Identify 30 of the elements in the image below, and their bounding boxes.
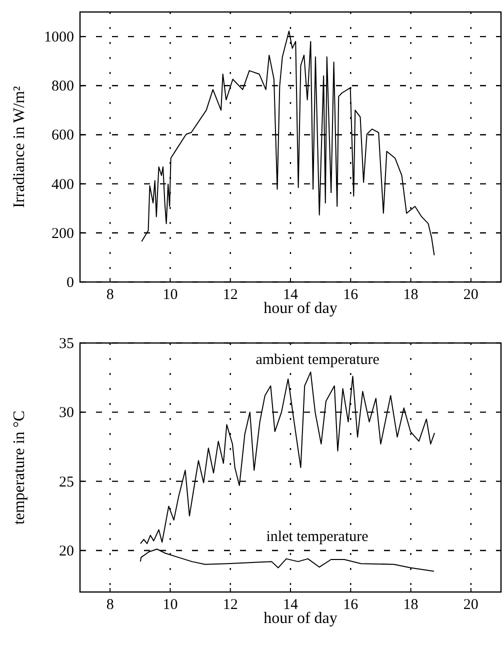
x-tick-label: 12 — [222, 287, 238, 303]
y-tick-label: 200 — [52, 226, 74, 242]
y-tick-label: 800 — [52, 78, 74, 95]
y-tick-label: 35 — [59, 336, 74, 352]
x-tick-label: 10 — [162, 597, 178, 613]
x-tick-label: 12 — [222, 597, 238, 613]
y-axis-title: Irradiance in W/m² — [11, 86, 28, 208]
x-tick-label: 16 — [343, 287, 359, 303]
y-tick-label: 20 — [59, 544, 74, 560]
y-tick-label: 25 — [59, 474, 74, 490]
x-tick-label: 20 — [463, 597, 478, 613]
x-tick-label: 16 — [343, 597, 359, 613]
x-tick-label: 10 — [162, 287, 178, 303]
x-tick-label: 14 — [283, 597, 298, 613]
x-tick-label: 18 — [403, 597, 418, 613]
x-tick-label: 8 — [106, 597, 114, 613]
y-tick-label: 600 — [52, 128, 74, 144]
y-axis-title: temperature in °C — [11, 410, 28, 524]
x-tick-label: 20 — [463, 287, 478, 303]
x-axis-title: hour of day — [264, 610, 338, 627]
series-label: ambient temperature — [256, 352, 380, 368]
x-tick-label: 8 — [106, 287, 114, 303]
y-tick-label: 30 — [59, 405, 74, 422]
series-label: inlet temperature — [266, 529, 369, 546]
x-axis-title: hour of day — [264, 300, 338, 317]
y-tick-label: 1000 — [44, 30, 74, 46]
x-tick-label: 14 — [283, 287, 298, 303]
x-tick-label: 18 — [403, 287, 418, 303]
y-tick-label: 400 — [52, 176, 74, 193]
y-tick-label: 0 — [66, 275, 74, 291]
